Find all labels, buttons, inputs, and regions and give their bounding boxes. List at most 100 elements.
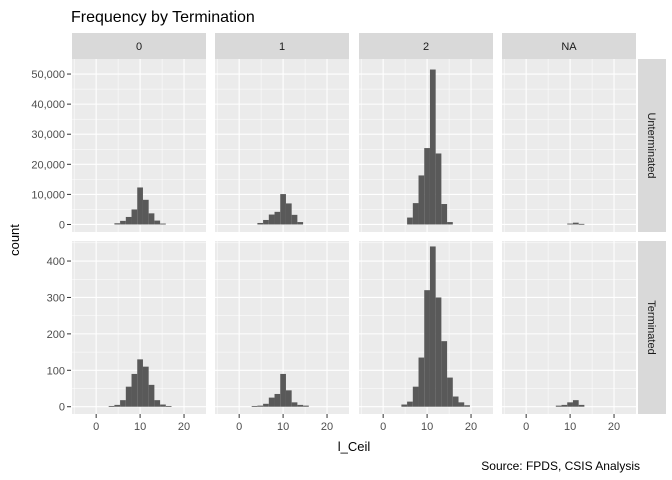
histogram-bar: [114, 223, 121, 225]
histogram-bar: [280, 373, 286, 407]
x-tick-label: 0: [523, 421, 529, 433]
histogram-bar: [114, 404, 121, 407]
strip-col-label: NA: [561, 41, 577, 53]
histogram-bar: [125, 216, 132, 225]
y-tick-label: 100: [47, 365, 65, 377]
x-tick-label: 20: [465, 421, 477, 433]
y-tick-label: 0: [59, 402, 65, 414]
histogram-bar: [137, 187, 143, 225]
histogram-bar: [257, 222, 264, 225]
panel-terminated-2: [359, 241, 493, 414]
histogram-bar: [458, 402, 465, 407]
histogram-bar: [154, 400, 161, 407]
x-tick-label: 10: [277, 421, 289, 433]
strip-col-1: [215, 33, 349, 59]
histogram-bar: [578, 223, 585, 225]
x-tick-label: 0: [380, 421, 386, 433]
histogram-bar: [120, 400, 126, 407]
histogram-bar: [274, 211, 281, 225]
strip-col-label: 0: [136, 41, 142, 53]
strip-col-label: 1: [279, 41, 285, 53]
panel-unterminated-NA: [502, 59, 636, 232]
histogram-bar: [572, 400, 579, 407]
histogram-bar: [148, 213, 155, 225]
x-tick-label: 0: [93, 421, 99, 433]
histogram-bar: [464, 405, 470, 407]
histogram-bar: [297, 404, 304, 407]
y-tick-label: 10,000: [31, 189, 65, 201]
histogram-bar: [154, 220, 161, 225]
panel-background: [502, 59, 636, 232]
histogram-bar: [303, 405, 309, 407]
panel-unterminated-0: [72, 59, 206, 232]
x-tick-label: 10: [564, 421, 576, 433]
strip-col-2: [359, 33, 493, 59]
panel-background: [502, 241, 636, 414]
y-tick-label: 40,000: [31, 99, 65, 111]
histogram-bar: [251, 405, 258, 407]
histogram-bar: [452, 396, 459, 407]
histogram-bar: [572, 222, 579, 225]
histogram-bar: [407, 401, 413, 407]
histogram-bar: [424, 290, 430, 407]
y-tick-label: 300: [47, 292, 65, 304]
histogram-bar: [280, 194, 286, 225]
panel-terminated-NA: [502, 241, 636, 414]
panel-unterminated-2: [359, 59, 493, 232]
histogram-bar: [447, 377, 453, 407]
histogram-bar: [142, 366, 149, 407]
histogram-bar: [578, 404, 585, 407]
chart-title: Frequency by Termination: [71, 9, 255, 26]
histogram-bar: [257, 405, 264, 407]
histogram-bar: [418, 175, 425, 225]
panel-terminated-1: [215, 241, 349, 414]
facet-panels: [72, 59, 636, 414]
histogram-bar: [412, 386, 419, 407]
histogram-bar: [441, 204, 448, 225]
chart-caption: Source: FPDS, CSIS Analysis: [481, 459, 640, 473]
histogram-bar: [131, 209, 138, 225]
x-axis-label: l_Ceil: [338, 439, 371, 454]
y-axis-label: count: [7, 224, 22, 256]
histogram-bar: [160, 404, 166, 407]
histogram-bar: [268, 214, 275, 225]
histogram-bar: [435, 297, 442, 407]
histogram-bar: [424, 148, 430, 225]
histogram-bar: [160, 223, 166, 225]
histogram-bar: [291, 402, 298, 407]
strip-row-label: Unterminated: [645, 112, 657, 178]
strip-row-label: Terminated: [645, 300, 657, 354]
x-tick-label: 20: [178, 421, 190, 433]
histogram-bar: [429, 69, 436, 225]
histogram-bar: [120, 220, 126, 225]
histogram-bar: [263, 219, 269, 225]
histogram-bar: [108, 405, 115, 407]
histogram-bar: [435, 153, 442, 225]
y-tick-label: 400: [47, 256, 65, 268]
histogram-bar: [285, 203, 292, 225]
histogram-bar: [401, 404, 408, 407]
histogram-bar: [285, 390, 292, 407]
histogram-bar: [441, 341, 448, 407]
x-tick-label: 0: [236, 421, 242, 433]
histogram-bar: [263, 403, 269, 407]
histogram-bar: [297, 222, 304, 225]
histogram-bar: [561, 404, 568, 407]
strip-col-label: 2: [423, 41, 429, 53]
y-tick-label: 0: [59, 219, 65, 231]
panel-terminated-0: [72, 241, 206, 414]
histogram-bar: [148, 384, 155, 407]
histogram-bar: [125, 386, 132, 407]
histogram-bar: [407, 217, 413, 225]
x-tick-label: 20: [321, 421, 333, 433]
panel-unterminated-1: [215, 59, 349, 232]
y-axes: 0 10,000 20,000 30,000 40,000 50,000 0 100 200 30…: [31, 69, 71, 414]
strip-col-0: [72, 33, 206, 59]
histogram-bar: [274, 393, 281, 407]
histogram-bar: [447, 222, 453, 225]
histogram-bar: [137, 359, 143, 407]
histogram-bar: [412, 203, 419, 225]
y-tick-label: 200: [47, 329, 65, 341]
histogram-bar: [131, 373, 138, 407]
